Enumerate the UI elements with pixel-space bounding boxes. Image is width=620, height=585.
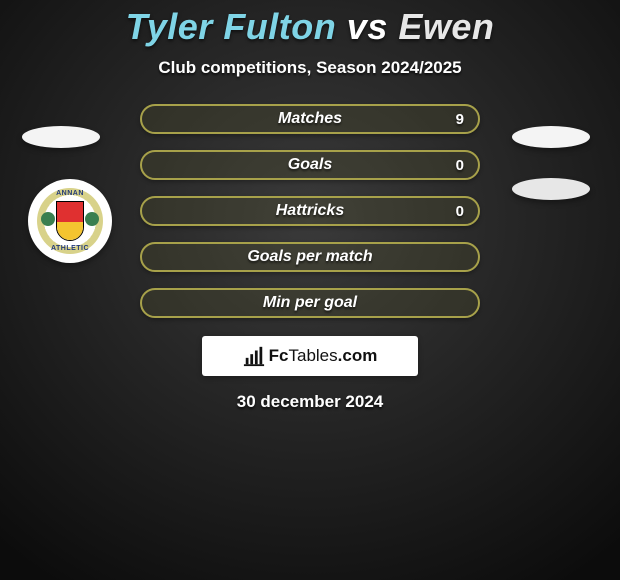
title-player2: Ewen xyxy=(398,6,494,47)
stat-rows: Matches 9 Goals 0 Hattricks 0 Goals per match M… xyxy=(0,104,620,318)
stat-row: Goals 0 xyxy=(140,150,480,180)
date-text: 30 december 2024 xyxy=(237,392,384,412)
stat-label: Goals xyxy=(288,156,332,174)
title-vs: vs xyxy=(347,6,388,47)
stat-label: Goals per match xyxy=(247,248,372,266)
title-player1: Tyler Fulton xyxy=(126,6,337,47)
content: Tyler Fulton vs Ewen Club competitions, … xyxy=(0,0,620,412)
brand-com: .com xyxy=(338,346,378,365)
stat-label: Hattricks xyxy=(276,202,344,220)
stat-row: Matches 9 xyxy=(140,104,480,134)
stat-row: Min per goal xyxy=(140,288,480,318)
stat-value: 9 xyxy=(456,111,464,128)
stat-label: Min per goal xyxy=(263,294,357,312)
stat-row: Hattricks 0 xyxy=(140,196,480,226)
brand-logo[interactable]: FcTables.com xyxy=(202,336,418,376)
brand-text: FcTables.com xyxy=(269,346,378,366)
subtitle: Club competitions, Season 2024/2025 xyxy=(158,58,461,78)
stat-row: Goals per match xyxy=(140,242,480,272)
page-title: Tyler Fulton vs Ewen xyxy=(126,6,495,48)
stat-label: Matches xyxy=(278,110,342,128)
stat-value: 0 xyxy=(456,203,464,220)
stat-value: 0 xyxy=(456,157,464,174)
brand-fc: Fc xyxy=(269,346,289,365)
bar-chart-icon xyxy=(243,345,265,367)
brand-tables: Tables xyxy=(289,346,338,365)
